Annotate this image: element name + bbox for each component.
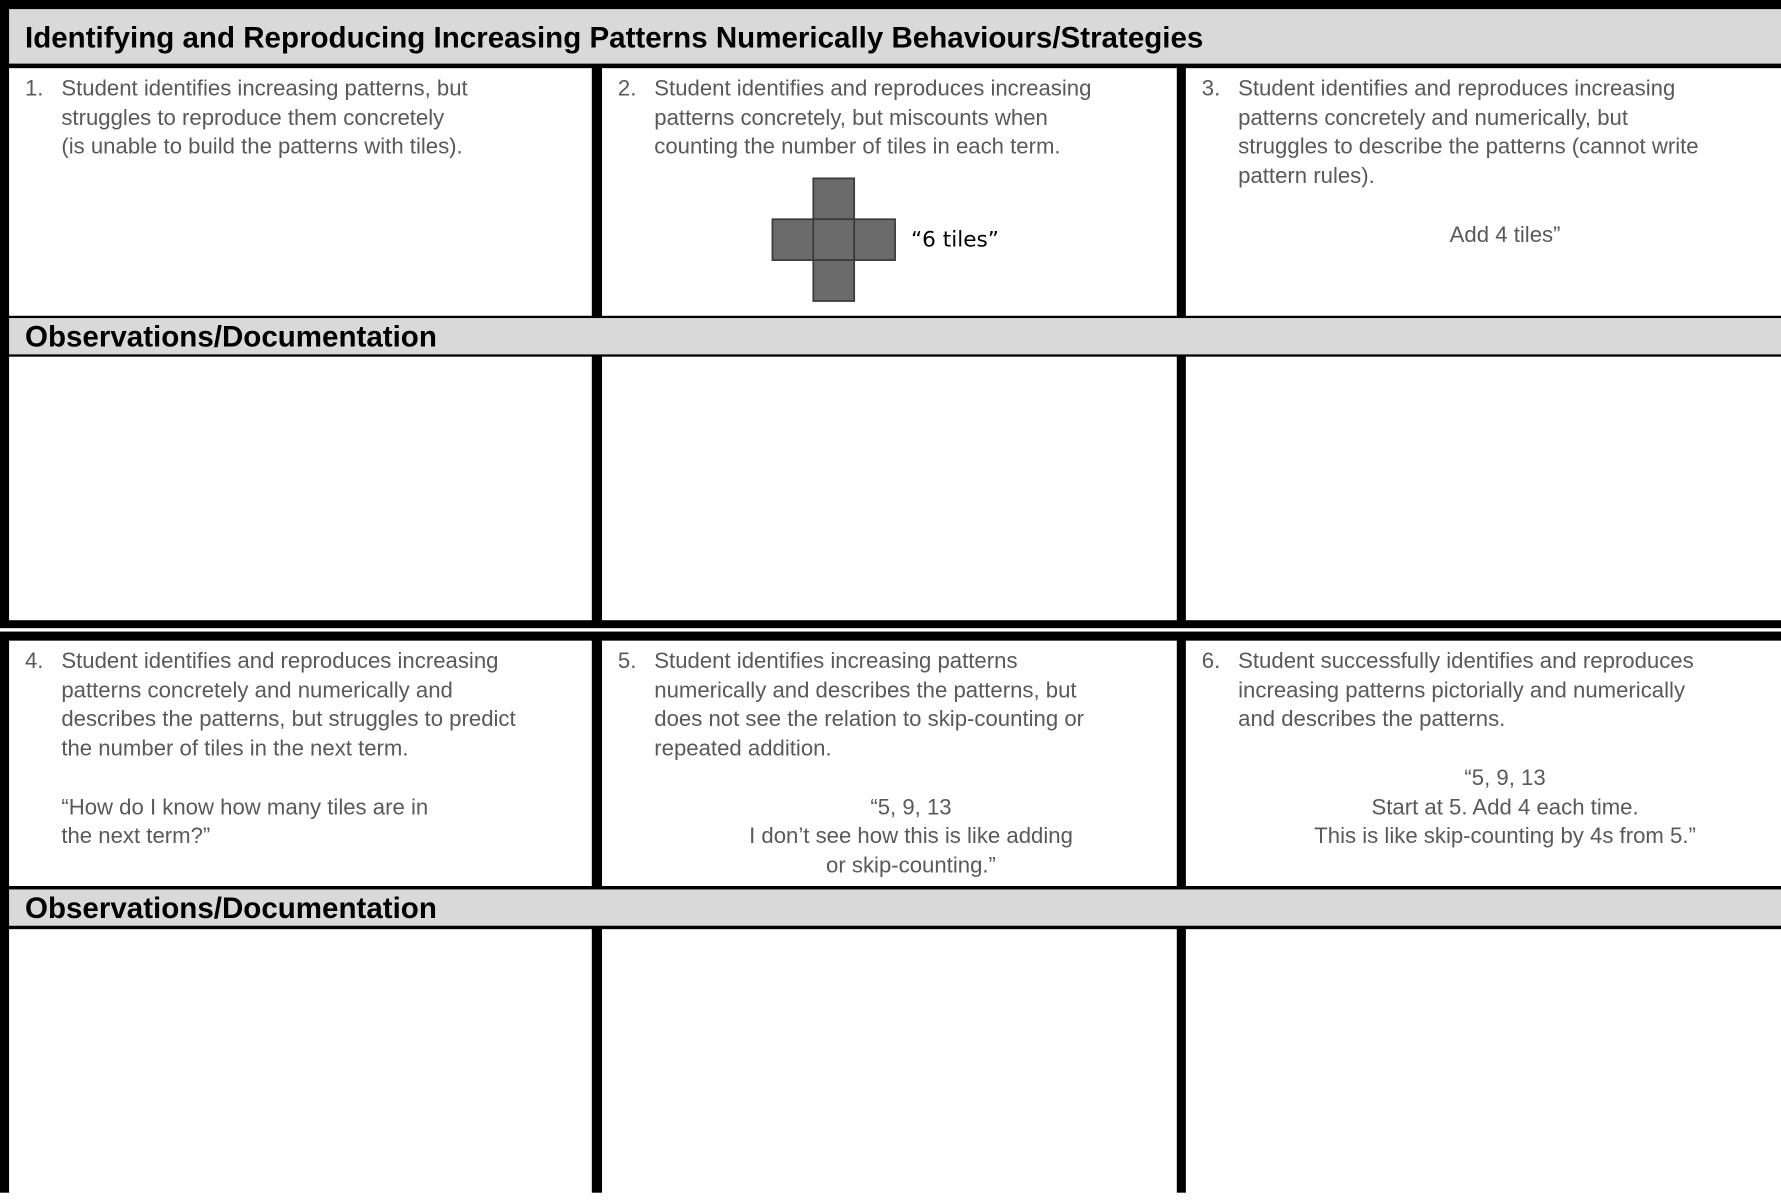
student-quote: “5, 9, 13 Start at 5. Add 4 each time. Thi… [1202,764,1772,852]
item-number: 6. [1201,648,1221,674]
description-line: increasing patterns pictorially and nume… [1238,677,1686,703]
description-line: struggles to reproduce them concretely [61,105,445,131]
description-line: Student identifies increasing patterns, … [61,76,468,102]
quote-line: “5, 9, 13 [1464,765,1546,791]
description-line: patterns concretely and numerically and [61,677,453,703]
observation-cell [1185,929,1781,1202]
tile [853,218,896,261]
description-line: Student identifies increasing patterns [654,648,1018,674]
observation-cell [602,929,1177,1202]
tile-figure: “6 tiles” [771,177,999,302]
item-number: 3. [1201,76,1221,102]
description-line: pattern rules). [1238,163,1375,189]
tile [812,177,856,221]
description-line: Student identifies and reproduces increa… [61,648,499,674]
description: Student identifies increasing patterns, … [25,75,583,163]
item-number: 5. [617,648,637,674]
description-line: repeated addition. [654,736,832,762]
tile [812,218,856,261]
description-line: Student successfully identifies and repr… [1238,648,1694,674]
figure-label: “6 tiles” [911,227,999,252]
description-line: patterns concretely, but miscounts when [654,105,1048,131]
quote-line: or skip-counting.” [826,852,996,878]
quote-line: “How do I know how many tiles are in [61,794,429,820]
behaviour-cell: 2. Student identifies and reproduces incr… [602,68,1177,316]
tile [812,259,856,302]
description-line: (is unable to build the patterns with ti… [61,134,463,160]
section-block: 4. Student identifies and reproduces incr… [0,631,1781,1202]
student-quote: Add 4 tiles” [1202,221,1772,250]
item-number: 1. [24,76,44,102]
quote-line: the next term?” [61,823,211,849]
description-line: Student identifies and reproduces increa… [1238,76,1676,102]
behaviour-cell: 4. Student identifies and reproduces incr… [9,640,592,887]
tile [771,218,815,261]
observation-cell [9,356,592,621]
behaviour-cell: 5. Student identifies increasing patterns… [602,640,1177,887]
description-line: counting the number of tiles in each ter… [654,134,1061,160]
description-line: does not see the relation to skip-counti… [654,706,1085,732]
observation-cell [602,356,1177,621]
observation-cell [1185,356,1781,621]
description: Student identifies and reproduces increa… [1202,75,1772,192]
item-number: 2. [617,76,637,102]
description: Student successfully identifies and repr… [1202,647,1772,735]
observations-header: Observations/Documentation [9,889,1781,926]
description-line: and describes the patterns. [1238,706,1506,732]
description-line: Student identifies and reproduces increa… [654,76,1092,102]
observations-header: Observations/Documentation [9,318,1781,355]
description-line: numerically and describes the patterns, … [654,677,1077,703]
student-quote: “5, 9, 13 I don’t see how this is like ad… [618,793,1168,881]
behaviour-cell: 3. Student identifies and reproduces incr… [1185,68,1781,316]
behaviour-cell: 6. Student successfully identifies and re… [1185,640,1781,887]
description-line: the number of tiles in the next term. [61,736,409,762]
description-line: describes the patterns, but struggles to… [61,706,516,732]
description: Student identifies and reproduces increa… [25,647,583,764]
observation-cell [9,929,592,1202]
section-block: Identifying and Reproducing Increasing P… [0,0,1781,629]
quote-line: I don’t see how this is like adding [749,823,1073,849]
quote-line: Start at 5. Add 4 each time. [1371,794,1639,820]
description: Student identifies and reproduces increa… [618,75,1168,163]
section-title: Identifying and Reproducing Increasing P… [9,9,1781,64]
student-quote: “How do I know how many tiles are in the … [25,793,583,851]
description: Student identifies increasing patterns nu… [618,647,1168,764]
behaviour-cell: 1. Student identifies increasing patterns… [9,68,592,316]
quote-line: Add 4 tiles” [1449,222,1561,248]
description-line: struggles to describe the patterns (cann… [1238,134,1699,160]
quote-line: “5, 9, 13 [870,794,952,820]
item-number: 4. [24,648,44,674]
description-line: patterns concretely and numerically, but [1238,105,1629,131]
quote-line: This is like skip-counting by 4s from 5.… [1314,823,1696,849]
